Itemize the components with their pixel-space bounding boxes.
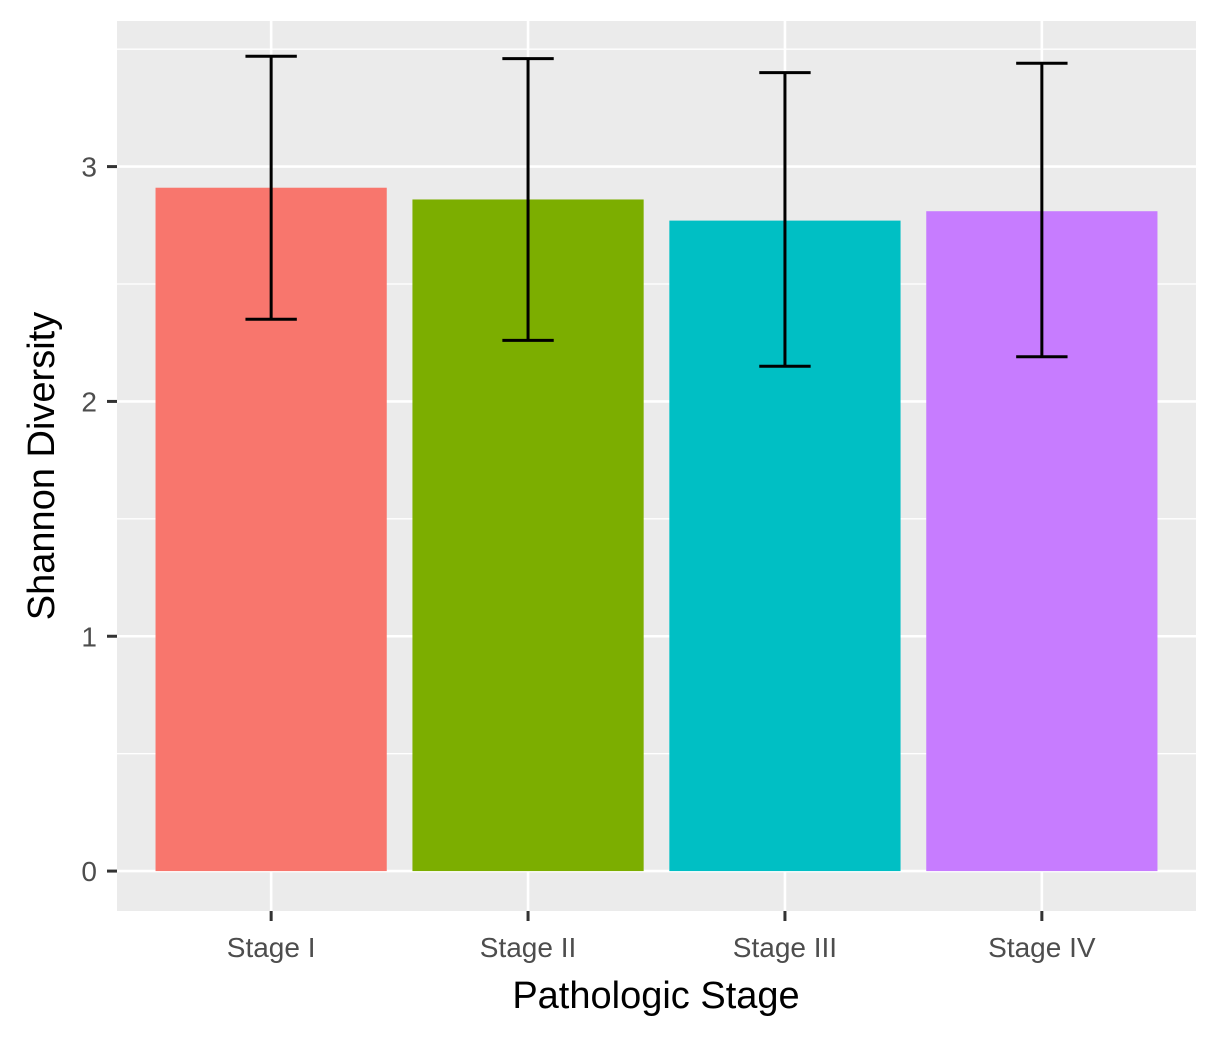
y-tick-label: 2 xyxy=(81,386,97,417)
bars xyxy=(155,187,1158,872)
x-tick-label: Stage IV xyxy=(988,932,1096,963)
y-tick-label: 3 xyxy=(81,152,97,183)
y-axis: 0 1 2 3 xyxy=(81,152,117,887)
x-axis-title: Pathologic Stage xyxy=(512,975,799,1017)
x-tick-label: Stage III xyxy=(733,932,837,963)
x-axis: Stage I Stage II Stage III Stage IV xyxy=(227,911,1096,963)
y-tick-label: 1 xyxy=(81,621,97,652)
x-tick-label: Stage II xyxy=(480,932,577,963)
y-axis-title: Shannon Diversity xyxy=(21,312,63,620)
error-bars xyxy=(245,54,1068,368)
x-tick-label: Stage I xyxy=(227,932,316,963)
y-tick-label: 0 xyxy=(81,856,97,887)
